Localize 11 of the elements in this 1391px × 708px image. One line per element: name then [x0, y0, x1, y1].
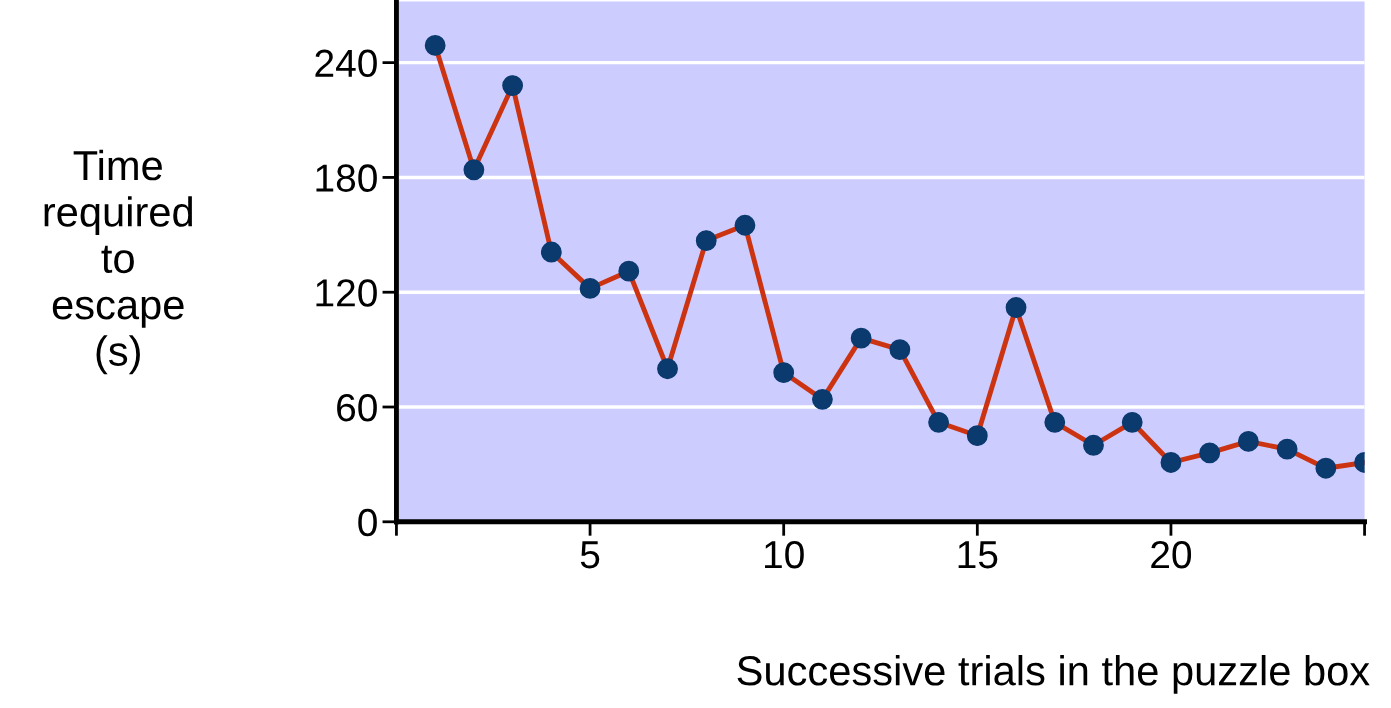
x-axis-title: Successive trials in the puzzle box — [737, 655, 1370, 694]
x-tick-label: 15 — [958, 541, 998, 569]
y-axis-title: Time required to escape (s) — [44, 149, 192, 375]
x-tick-label: 5 — [580, 541, 600, 569]
x-tick-label: 20 — [1151, 540, 1192, 569]
x-tick-label: 10 — [765, 540, 804, 569]
y-tick-label: 180 — [316, 164, 377, 192]
y-tick-label: 120 — [316, 279, 377, 307]
y-tick-label: 0 — [358, 508, 377, 537]
y-tick-label: 60 — [337, 393, 377, 422]
y-tick-label: 240 — [315, 49, 377, 78]
